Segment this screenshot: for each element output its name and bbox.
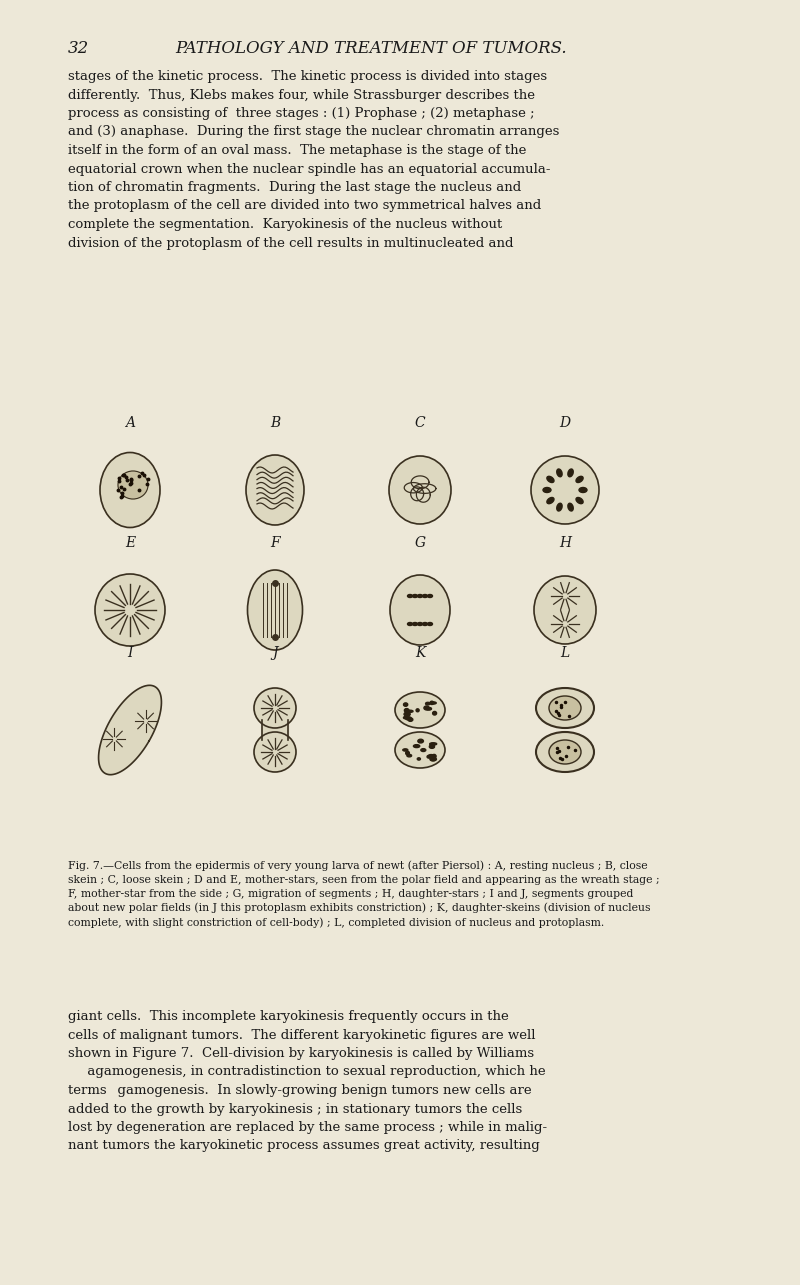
Ellipse shape	[543, 487, 551, 492]
Text: giant cells.  This incomplete karyokinesis frequently occurs in the
cells of mal: giant cells. This incomplete karyokinesi…	[68, 1010, 547, 1153]
Ellipse shape	[421, 749, 426, 752]
Ellipse shape	[549, 740, 581, 765]
Text: D: D	[559, 416, 570, 430]
Ellipse shape	[100, 452, 160, 528]
Text: Fig. 7.—Cells from the epidermis of very young larva of newt (after Piersol) : A: Fig. 7.—Cells from the epidermis of very…	[68, 860, 660, 928]
Ellipse shape	[246, 455, 304, 526]
Ellipse shape	[426, 708, 431, 711]
Text: B: B	[270, 416, 280, 430]
Ellipse shape	[536, 732, 594, 772]
Ellipse shape	[534, 576, 596, 644]
Ellipse shape	[547, 477, 554, 483]
Bar	[262, 720, 288, 740]
Ellipse shape	[422, 595, 427, 598]
Ellipse shape	[432, 754, 436, 758]
Ellipse shape	[531, 456, 599, 524]
Ellipse shape	[407, 622, 413, 626]
Text: stages of the kinetic process.  The kinetic process is divided into stages
diffe: stages of the kinetic process. The kinet…	[68, 69, 559, 249]
Ellipse shape	[568, 504, 574, 511]
Ellipse shape	[95, 574, 165, 646]
Ellipse shape	[413, 595, 418, 598]
Ellipse shape	[404, 712, 410, 716]
Ellipse shape	[547, 497, 554, 504]
Ellipse shape	[254, 732, 296, 772]
Ellipse shape	[403, 749, 408, 752]
Ellipse shape	[403, 703, 408, 707]
Ellipse shape	[424, 705, 429, 709]
Ellipse shape	[406, 712, 409, 714]
Ellipse shape	[430, 758, 435, 761]
Ellipse shape	[430, 702, 436, 704]
Text: E: E	[125, 536, 135, 550]
Ellipse shape	[568, 469, 574, 477]
Text: C: C	[414, 416, 426, 430]
Ellipse shape	[413, 622, 418, 626]
Ellipse shape	[430, 745, 434, 748]
Text: K: K	[415, 646, 425, 660]
Ellipse shape	[414, 744, 420, 748]
Ellipse shape	[403, 717, 408, 718]
Ellipse shape	[549, 696, 581, 720]
Ellipse shape	[418, 622, 422, 626]
Text: I: I	[127, 646, 133, 660]
Text: F: F	[270, 536, 280, 550]
Ellipse shape	[422, 622, 427, 626]
Ellipse shape	[395, 693, 445, 729]
Ellipse shape	[427, 595, 433, 598]
Ellipse shape	[407, 754, 412, 757]
Ellipse shape	[430, 743, 434, 747]
Ellipse shape	[430, 743, 437, 745]
Ellipse shape	[557, 504, 562, 511]
Ellipse shape	[407, 595, 413, 598]
Text: J: J	[272, 646, 278, 660]
Ellipse shape	[408, 718, 413, 721]
Ellipse shape	[395, 732, 445, 768]
Ellipse shape	[416, 709, 419, 712]
Ellipse shape	[427, 622, 433, 626]
Ellipse shape	[576, 477, 583, 483]
Text: A: A	[125, 416, 135, 430]
Ellipse shape	[118, 472, 148, 499]
Text: L: L	[560, 646, 570, 660]
Ellipse shape	[557, 469, 562, 477]
Ellipse shape	[427, 756, 430, 758]
Ellipse shape	[428, 754, 434, 758]
Ellipse shape	[406, 717, 411, 720]
Ellipse shape	[404, 708, 409, 712]
Ellipse shape	[426, 703, 430, 705]
Ellipse shape	[418, 758, 421, 761]
Polygon shape	[98, 685, 162, 775]
Ellipse shape	[576, 497, 583, 504]
Ellipse shape	[390, 574, 450, 645]
Ellipse shape	[579, 487, 587, 492]
Ellipse shape	[418, 739, 423, 743]
Text: G: G	[414, 536, 426, 550]
Ellipse shape	[254, 687, 296, 729]
Ellipse shape	[407, 711, 413, 712]
Text: H: H	[559, 536, 571, 550]
Ellipse shape	[536, 687, 594, 729]
Ellipse shape	[433, 712, 437, 714]
Ellipse shape	[247, 571, 302, 650]
Text: PATHOLOGY AND TREATMENT OF TUMORS.: PATHOLOGY AND TREATMENT OF TUMORS.	[175, 40, 566, 57]
Ellipse shape	[418, 595, 422, 598]
Ellipse shape	[389, 456, 451, 524]
Ellipse shape	[430, 758, 437, 761]
Text: 32: 32	[68, 40, 90, 57]
Ellipse shape	[406, 752, 410, 756]
Ellipse shape	[430, 702, 434, 704]
